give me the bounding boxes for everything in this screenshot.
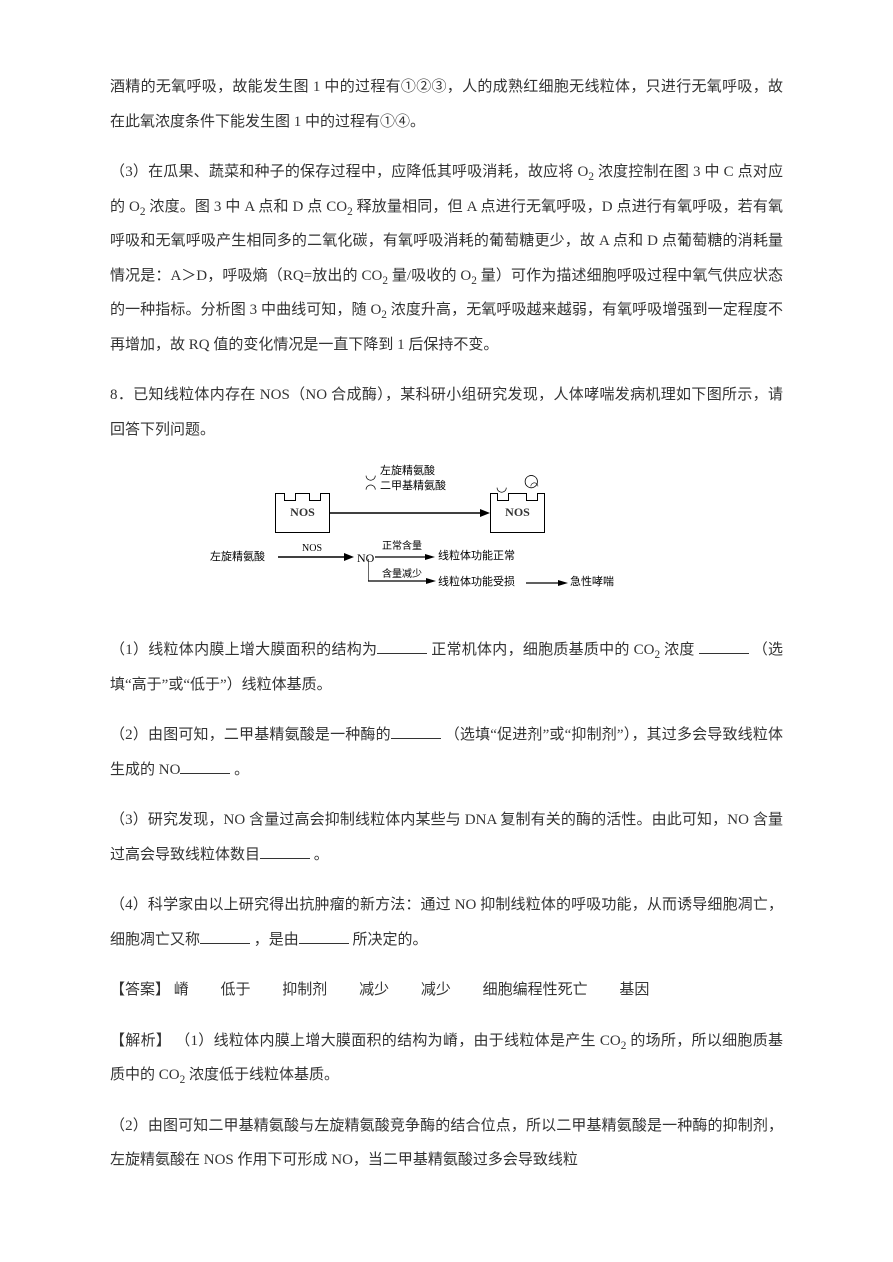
sub: 2 [655,649,661,661]
fill-blank [260,844,310,859]
notch-icon [526,493,538,501]
t: （3）研究发现，NO 含量过高会抑制线粒体内某些与 DNA 复制有关的酶的活性。… [110,812,783,863]
ans-item: 抑制剂 [282,982,327,998]
fill-blank [180,759,230,774]
arrow-icon [526,578,568,588]
t: 。 [234,762,249,778]
left-substrate-label: 左旋精氨酸 [210,551,265,564]
question-2: （2）由图可知，二甲基精氨酸是一种酶的 （选填“促进剂”或“抑制剂”），其过多会… [110,718,783,787]
substrate-icon: ◡ [496,479,507,495]
ans-item: 低于 [221,982,251,998]
notch-icon [309,493,321,501]
nos-box-right: NOS [490,493,545,533]
asthma-diagram: ◡ 左旋精氨酸 ◠ 二甲基精氨酸 NOS NOS ◡ ◯ ◠ 左旋精氨酸 [210,465,630,615]
sub: 2 [381,309,387,321]
sub: 2 [347,206,353,218]
answer-line: 【答案】 嵴 低于 抑制剂 减少 减少 细胞编程性死亡 基因 [110,973,783,1008]
nos-box-left: NOS [275,493,330,533]
t: 浓度。图 3 中 A 点和 D 点 CO [149,199,347,215]
t: 正常机体内，细胞质基质中的 CO [431,642,654,658]
ans-item: 基因 [619,982,649,998]
para-3: （3）在瓜果、蔬菜和种子的保存过程中，应降低其呼吸消耗，故应将 O2 浓度控制在… [110,155,783,362]
nos-label: NOS [505,499,530,527]
sub: 2 [621,1040,627,1052]
sub: 2 [588,171,594,183]
normal-result-label: 线粒体功能正常 [438,550,515,563]
t: 所决定的。 [353,932,428,948]
t: 浓度 [664,642,695,658]
ans-item: 细胞编程性死亡 [483,982,588,998]
reduce-result-label: 线粒体功能受损 [438,576,515,589]
para-prev-cont: 酒精的无氧呼吸，故能发生图 1 中的过程有①②③，人的成熟红细胞无线粒体，只进行… [110,70,783,139]
asthma-label: 急性哮喘 [570,576,614,589]
fill-blank [200,929,250,944]
explanation-1: 【解析】 （1）线粒体内膜上增大膜面积的结构为嵴，由于线粒体是产生 CO2 的场… [110,1024,783,1093]
question-4: （4）科学家由以上研究得出抗肿瘤的新方法：通过 NO 抑制线粒体的呼吸功能，从而… [110,888,783,957]
sub: 2 [471,275,477,287]
fill-blank [299,929,349,944]
t: （1）线粒体内膜上增大膜面积的结构为嵴，由于线粒体是产生 CO [175,1033,621,1049]
normal-amount-label: 正常含量 [382,541,422,553]
ans-item: 减少 [359,982,389,998]
nos-small-label: NOS [302,543,322,555]
reduce-amount-label: 含量减少 [382,569,422,581]
t: （1）线粒体内膜上增大膜面积的结构为 [110,642,377,658]
legend-sym-2: ◠ [365,481,376,497]
question-3: （3）研究发现，NO 含量过高会抑制线粒体内某些与 DNA 复制有关的酶的活性。… [110,803,783,872]
t: ，是由 [254,932,299,948]
sub: 2 [140,206,146,218]
t: （2）由图可知，二甲基精氨酸是一种酶的 [110,727,391,743]
question-8-stem: 8．已知线粒体内存在 NOS（NO 合成酶），某科研小组研究发现，人体哮喘发病机… [110,378,783,447]
answer-label: 【答案】 [110,982,170,998]
explanation-2: （2）由图可知二甲基精氨酸与左旋精氨酸竞争酶的结合位点，所以二甲基精氨酸是一种酶… [110,1109,783,1178]
ans-item: 嵴 [174,982,189,998]
fill-blank [391,724,441,739]
substrate-icon: ◠ [530,481,539,493]
nos-label: NOS [290,499,315,527]
diagram-container: ◡ 左旋精氨酸 ◠ 二甲基精氨酸 NOS NOS ◡ ◯ ◠ 左旋精氨酸 [210,465,783,615]
notch-icon [284,493,296,501]
legend-1: 左旋精氨酸 [380,465,435,478]
ans-item: 减少 [421,982,451,998]
arrow-icon [330,507,490,519]
legend-2: 二甲基精氨酸 [380,480,446,493]
sub: 2 [180,1074,186,1086]
t: 量/吸收的 O [392,268,471,284]
t: 浓度低于线粒体基质。 [189,1067,339,1083]
fill-blank [699,639,749,654]
fill-blank [377,639,427,654]
sub: 2 [382,275,388,287]
t: 。 [314,847,329,863]
question-1: （1）线粒体内膜上增大膜面积的结构为 正常机体内，细胞质基质中的 CO2 浓度 … [110,633,783,702]
t: （3）在瓜果、蔬菜和种子的保存过程中，应降低其呼吸消耗，故应将 O [110,164,588,180]
explanation-label: 【解析】 [110,1033,171,1049]
